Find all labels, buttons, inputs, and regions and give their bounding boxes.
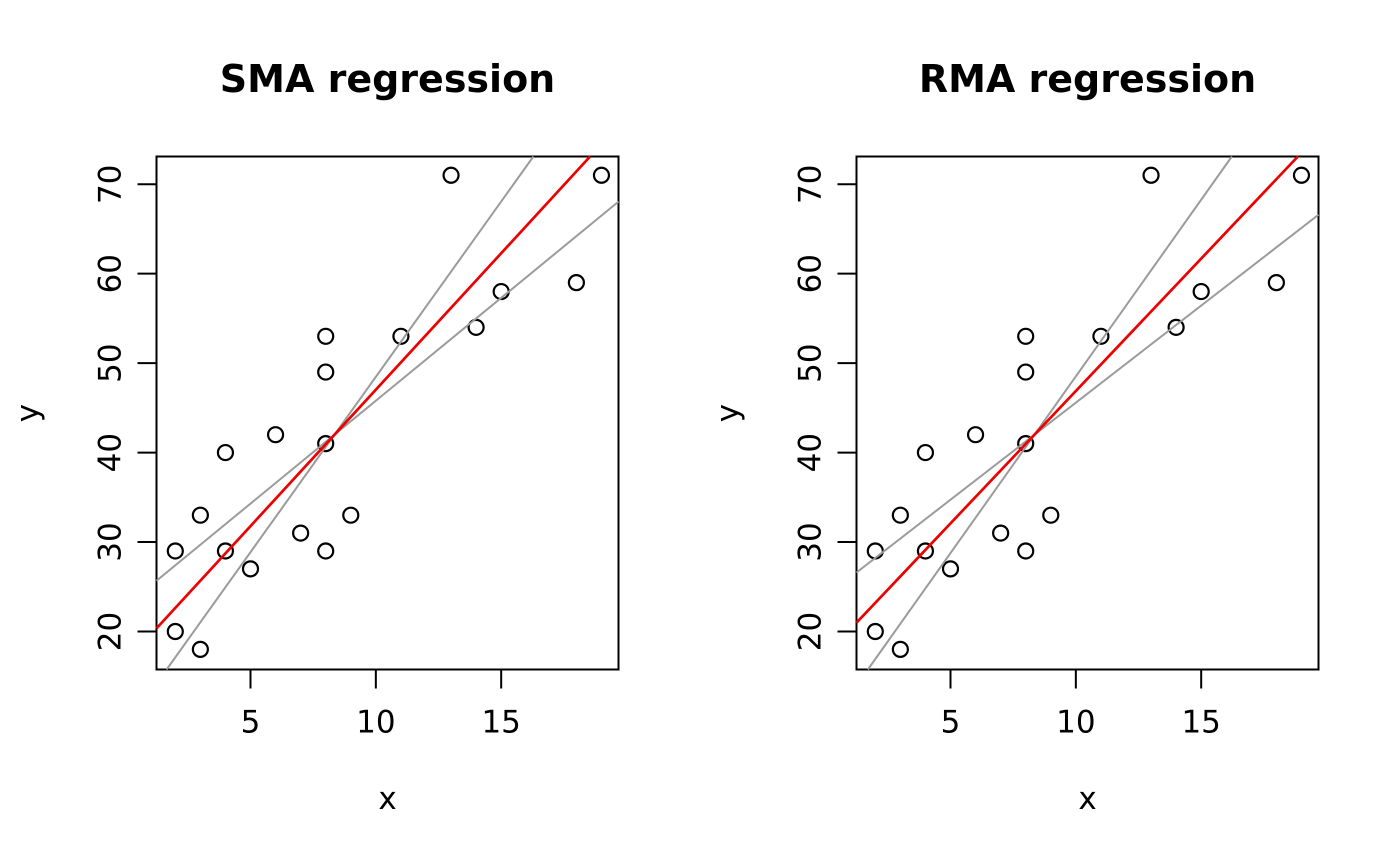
data-point [191,640,209,658]
data-point [866,542,884,560]
data-point [891,506,909,524]
y-axis-ticks: 20 30 40 50 60 70 [793,165,857,651]
y-tick-label: 50 [793,343,829,382]
data-point [1167,318,1185,336]
regression-lines [855,155,1320,671]
data-point [317,542,335,560]
data-point [442,166,460,184]
data-point [467,318,485,336]
data-point [342,506,360,524]
y-tick-label: 60 [93,254,129,293]
data-point [992,524,1010,542]
x-axis-label: x [1078,781,1096,817]
ci-upper-line [867,155,1233,671]
data-point [592,166,611,184]
scatter-points [166,166,611,658]
data-point [1017,542,1035,560]
y-axis-ticks: 20 30 40 50 60 70 [93,165,157,651]
data-point [1017,363,1035,381]
x-axis-ticks: 5 10 15 [941,669,1221,741]
data-point [392,327,410,345]
rma-panel: RMA regression x y 5 10 15 20 30 40 50 60 70 [700,0,1400,866]
data-point [166,622,184,641]
ci-lower-line [155,200,620,582]
panel-title: RMA regression [919,57,1256,101]
data-point [317,327,335,345]
panel-title: SMA regression [220,57,555,101]
x-tick-label: 5 [941,705,961,741]
data-point [866,622,884,641]
data-point [1017,435,1035,453]
x-tick-label: 15 [481,705,520,741]
data-point [216,542,235,560]
data-point [916,443,935,462]
ci-lower-line [855,213,1320,574]
data-point [1042,506,1060,524]
x-tick-label: 10 [1056,705,1095,741]
data-point [317,363,335,381]
data-point [966,426,985,444]
x-axis-label: x [378,781,396,817]
scatter-points [866,166,1311,658]
x-tick-label: 15 [1181,705,1220,741]
y-tick-label: 70 [93,165,129,204]
y-tick-label: 30 [93,522,129,561]
x-axis-ticks: 5 10 15 [241,669,521,741]
sma-chart: SMA regression x y 5 10 15 20 30 40 50 60 70 [10,57,620,817]
data-point [292,524,310,542]
data-point [191,506,209,524]
data-point [166,542,184,560]
y-tick-label: 40 [93,433,129,472]
y-axis-label: y [10,404,46,422]
y-tick-label: 30 [793,522,829,561]
y-tick-label: 70 [793,165,829,204]
sma-regression-line [155,155,592,630]
y-tick-label: 40 [793,433,829,472]
plot-border [155,155,620,671]
x-tick-label: 5 [241,705,261,741]
data-point [941,560,960,578]
rma-chart: RMA regression x y 5 10 15 20 30 40 50 60 70 [710,57,1320,817]
y-tick-label: 50 [93,343,129,382]
data-point [266,426,285,444]
data-point [1142,166,1160,184]
data-point [567,274,585,292]
y-tick-label: 60 [793,254,829,293]
data-point [241,560,260,578]
sma-panel: SMA regression x y 5 10 15 20 30 40 50 60 70 [10,57,620,817]
y-tick-label: 20 [793,612,829,651]
data-point [1292,166,1311,184]
data-point [916,542,935,560]
rma-regression-line [855,155,1299,624]
ci-upper-line [165,155,535,671]
x-tick-label: 10 [356,705,395,741]
regression-lines [155,155,620,671]
plot-border [855,155,1320,671]
y-axis-label: y [710,404,746,422]
y-tick-label: 20 [93,612,129,651]
data-point [891,640,909,658]
data-point [1092,327,1110,345]
data-point [216,443,235,462]
data-point [1267,274,1285,292]
data-point [1017,327,1035,345]
data-point [317,435,335,453]
data-point [1192,282,1210,301]
